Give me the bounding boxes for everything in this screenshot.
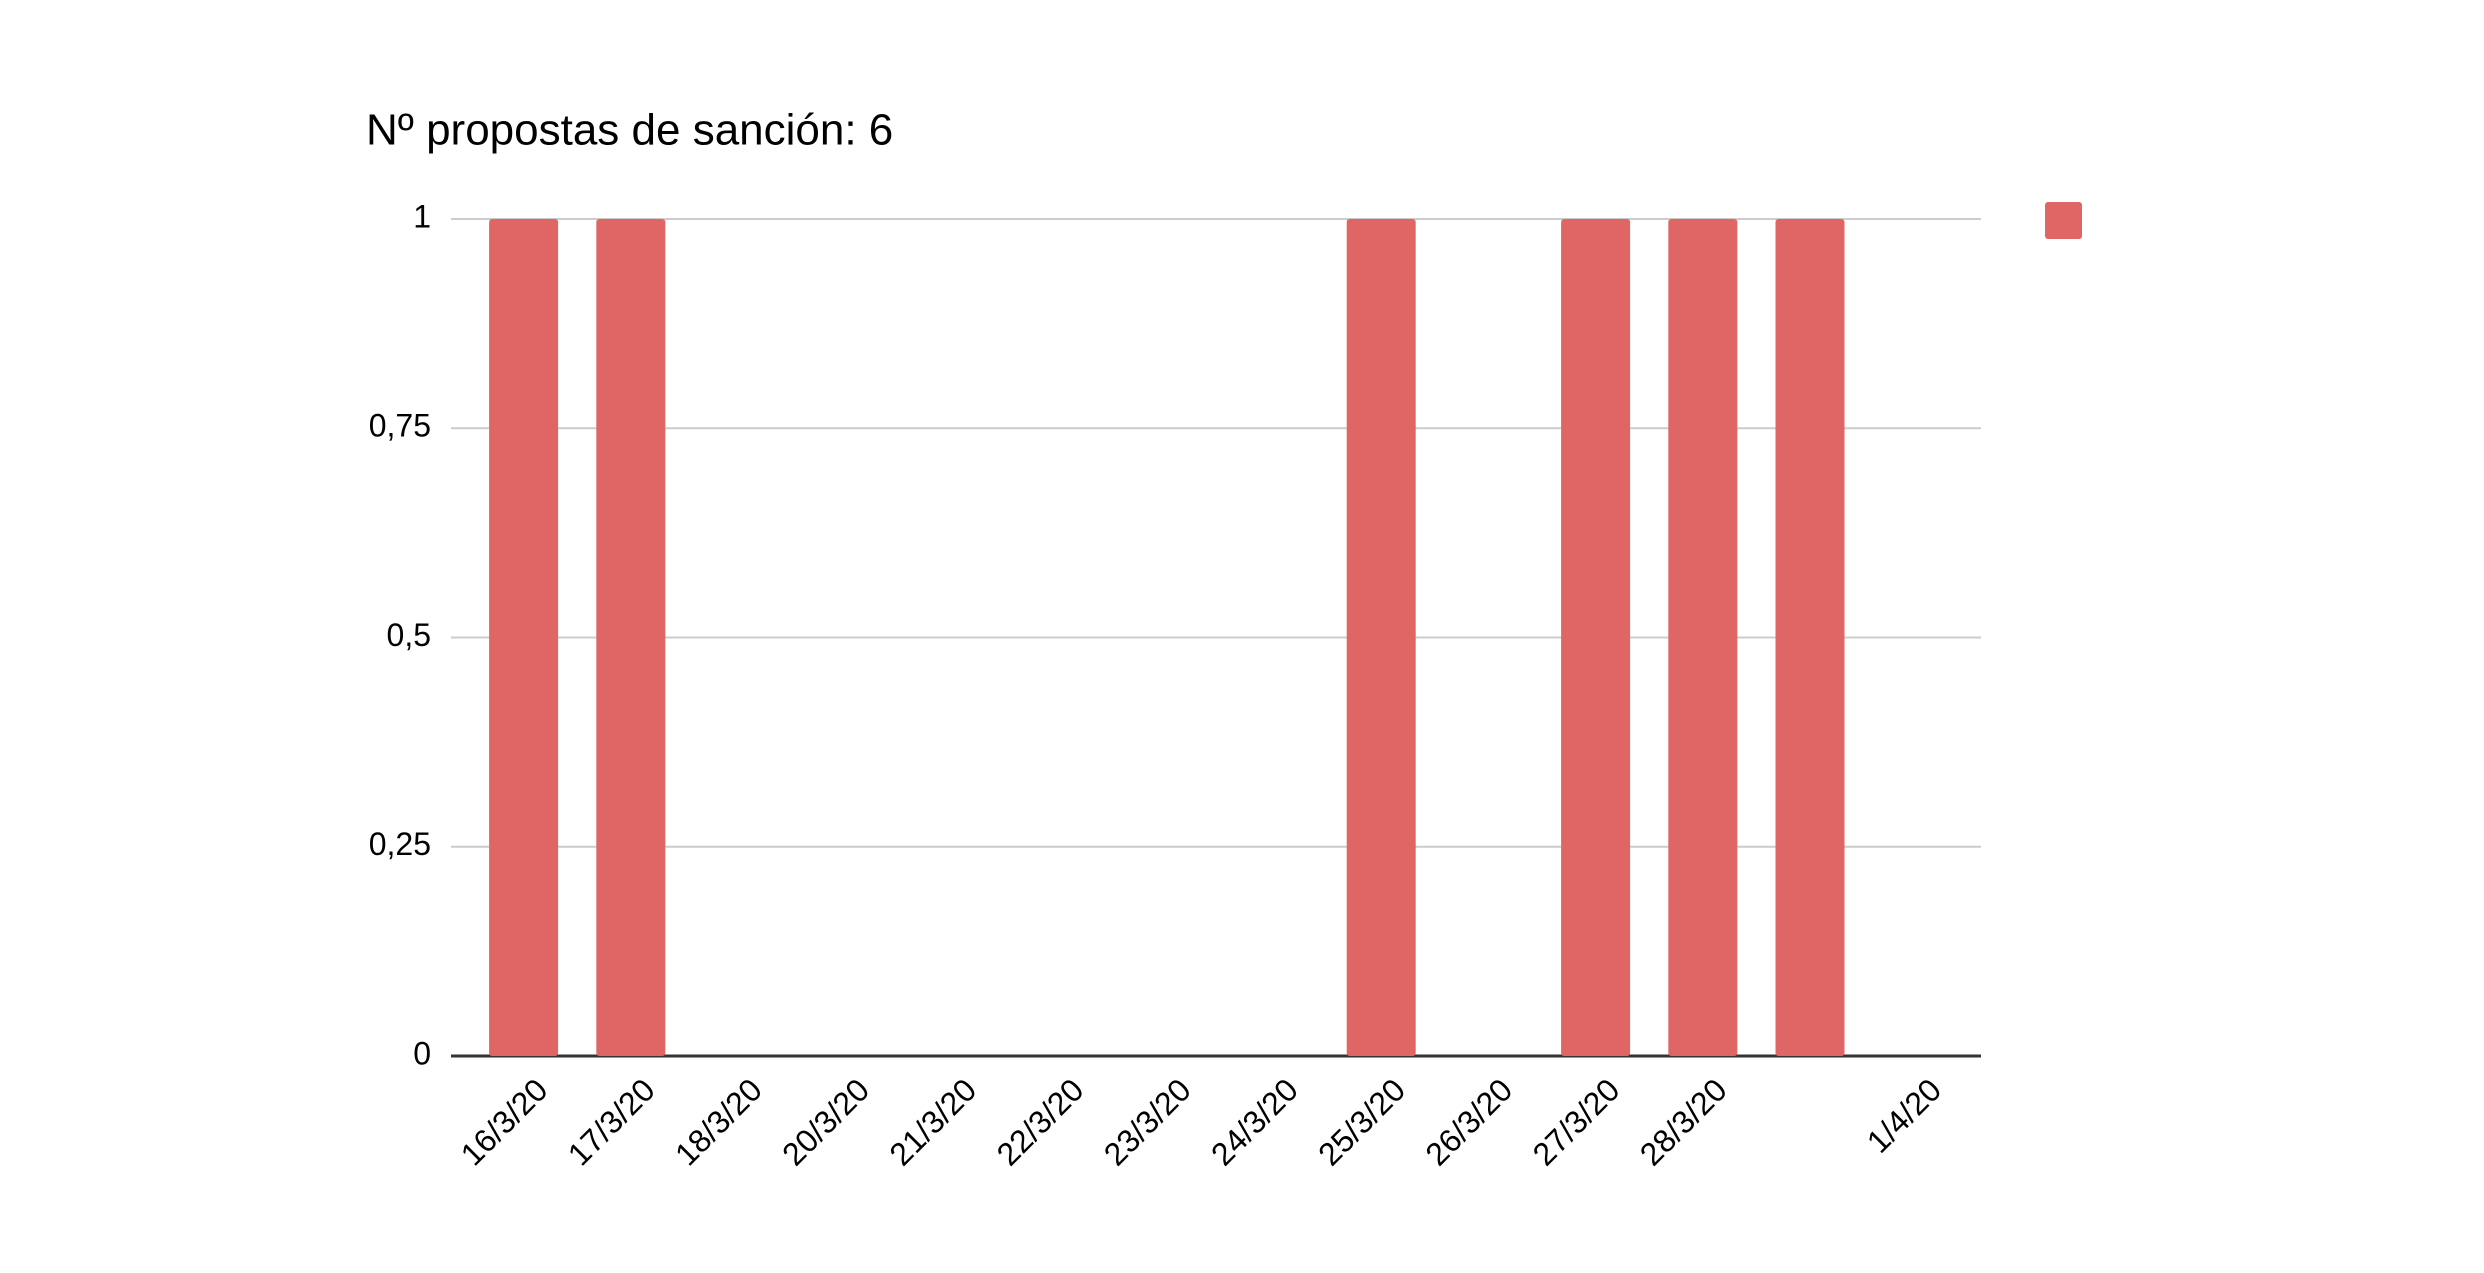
y-tick-label: 1 <box>413 198 431 234</box>
x-tick-label: 21/3/20 <box>882 1071 983 1172</box>
x-tick-label: 16/3/20 <box>454 1071 555 1172</box>
bar <box>1346 219 1416 1056</box>
bar <box>1775 219 1845 1056</box>
y-tick-label: 0,25 <box>369 826 431 862</box>
y-tick-label: 0 <box>413 1035 431 1071</box>
x-tick-label: 17/3/20 <box>561 1071 662 1172</box>
bar <box>489 219 559 1056</box>
x-tick-label: 1/4/20 <box>1860 1071 1948 1159</box>
y-tick-label: 0,5 <box>387 617 431 653</box>
x-tick-label: 18/3/20 <box>668 1071 769 1172</box>
x-tick-label: 22/3/20 <box>990 1071 1091 1172</box>
legend-swatch <box>2045 202 2082 239</box>
chart-title: Nº propostas de sanción: 6 <box>366 106 893 155</box>
x-tick-label: 26/3/20 <box>1418 1071 1519 1172</box>
bar <box>1561 219 1631 1056</box>
bar <box>1668 219 1738 1056</box>
x-tick-label: 23/3/20 <box>1097 1071 1198 1172</box>
x-tick-label: 28/3/20 <box>1633 1071 1734 1172</box>
x-tick-label: 25/3/20 <box>1311 1071 1412 1172</box>
x-tick-label: 24/3/20 <box>1204 1071 1305 1172</box>
y-tick-label: 0,75 <box>369 408 431 444</box>
bar <box>596 219 666 1056</box>
x-tick-label: 20/3/20 <box>775 1071 876 1172</box>
x-tick-label: 27/3/20 <box>1526 1071 1627 1172</box>
